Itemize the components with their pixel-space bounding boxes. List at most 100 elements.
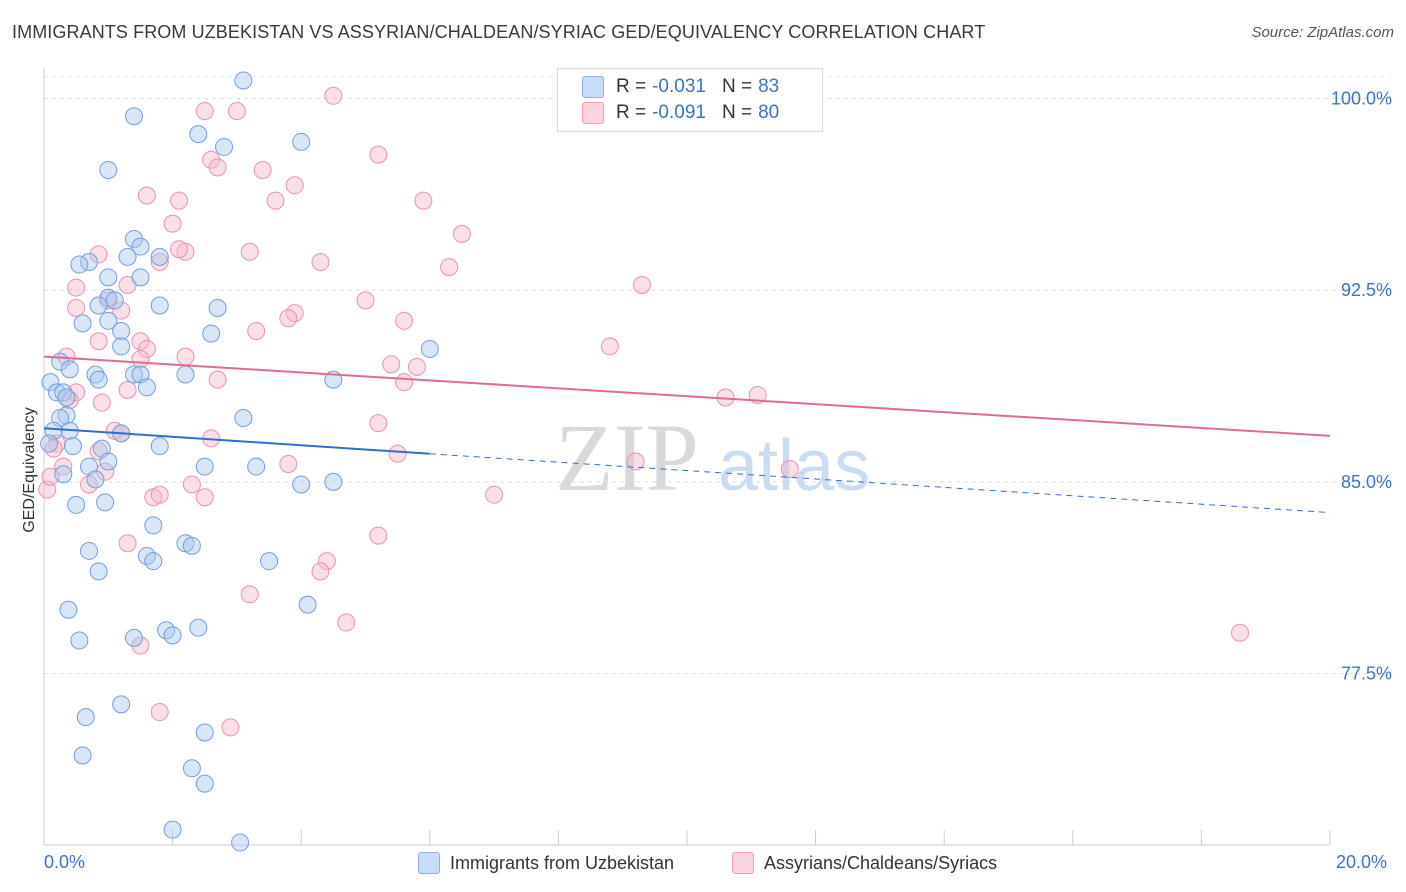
uzbekistan-point xyxy=(112,337,131,356)
legend-item-uzbekistan[interactable]: Immigrants from Uzbekistan xyxy=(418,852,674,874)
uzbekistan-point xyxy=(57,388,76,407)
series-legend: Immigrants from Uzbekistan Assyrians/Cha… xyxy=(0,852,1406,876)
uzbekistan-point xyxy=(189,125,208,144)
uzbekistan-point xyxy=(80,541,99,560)
uzbekistan-point xyxy=(292,475,311,494)
assyrian-point xyxy=(1230,623,1249,642)
uzbekistan-point xyxy=(118,247,137,266)
uzbekistan-point xyxy=(182,759,201,778)
assyrian-point xyxy=(131,636,150,655)
uzbekistan-point xyxy=(41,373,60,392)
legend-item-label: Assyrians/Chaldeans/Syriacs xyxy=(764,852,998,873)
assyrian-point xyxy=(356,291,375,310)
watermark-zip: ZIP xyxy=(555,404,699,511)
uzbekistan-point xyxy=(89,296,108,315)
legend-row-uzbekistan: R = -0.031 N = 83 xyxy=(582,74,779,100)
assyrian-point xyxy=(485,485,504,504)
assyrian-point xyxy=(131,350,150,369)
grid-lines xyxy=(44,76,1390,675)
uzbekistan-point xyxy=(60,360,79,379)
legend-r-value: -0.091 xyxy=(652,102,706,123)
assyrian-trend-line xyxy=(43,355,1331,437)
assyrian-point xyxy=(317,552,336,571)
legend-r-value: -0.031 xyxy=(652,76,706,97)
legend-n-value: 83 xyxy=(758,76,780,97)
assyrian-point xyxy=(208,158,227,177)
assyrian-point xyxy=(137,339,156,358)
uzbekistan-point xyxy=(89,370,108,389)
uzbekistan-point xyxy=(131,268,150,287)
assyrian-point xyxy=(202,150,221,169)
uzbekistan-point xyxy=(144,552,163,571)
assyrian-point xyxy=(407,357,426,376)
uzbekistan-point xyxy=(208,299,227,318)
uzbekistan-point xyxy=(125,365,144,384)
uzbekistan-point xyxy=(298,595,317,614)
trend-lines xyxy=(43,355,1331,514)
uzbekistan-point xyxy=(99,311,118,330)
uzbekistan-point xyxy=(202,324,221,343)
assyrian-point xyxy=(626,452,645,471)
assyrian-point xyxy=(452,224,471,243)
y-tick-label: 77.5% xyxy=(1341,664,1392,684)
uzbekistan-point xyxy=(86,470,105,489)
y-tick-label: 85.0% xyxy=(1341,472,1392,492)
uzbekistan-point xyxy=(86,365,105,384)
assyrian-point xyxy=(163,214,182,233)
uzbekistan-point xyxy=(137,378,156,397)
uzbekistan-point xyxy=(144,516,163,535)
assyrian-point xyxy=(137,186,156,205)
correlation-legend: R = -0.031 N = 83 R = -0.091 N = 80 xyxy=(557,68,823,132)
uzbekistan-point xyxy=(150,296,169,315)
uzbekistan-point xyxy=(40,434,59,453)
uzbekistan-point xyxy=(234,71,253,90)
assyrian-point xyxy=(96,462,115,481)
assyrian-point xyxy=(92,393,111,412)
assyrian-point xyxy=(382,355,401,374)
legend-n-label: N = xyxy=(721,76,753,97)
assyrian-point xyxy=(266,191,285,210)
uzbekistan-point xyxy=(324,472,343,491)
uzbekistan-point xyxy=(112,322,131,341)
uzbekistan-point xyxy=(420,339,439,358)
uzbekistan-trend-extension xyxy=(429,453,1331,514)
uzbekistan-point xyxy=(73,314,92,333)
assyrian-point xyxy=(170,240,189,259)
series-uzbekistan xyxy=(40,71,439,852)
assyrian-point xyxy=(240,585,259,604)
uzbekistan-point xyxy=(47,383,66,402)
uzbekistan-point xyxy=(70,255,89,274)
uzbekistan-point xyxy=(292,132,311,151)
assyrian-point xyxy=(324,86,343,105)
assyrian-point xyxy=(67,383,86,402)
uzbekistan-point xyxy=(131,237,150,256)
assyrian-point xyxy=(150,485,169,504)
uzbekistan-point xyxy=(176,365,195,384)
assyrian-point xyxy=(285,176,304,195)
assyrian-point xyxy=(279,455,298,474)
uzbekistan-point xyxy=(215,137,234,156)
assyrian-point xyxy=(395,373,414,392)
assyrian-point xyxy=(89,332,108,351)
uzbekistan-point xyxy=(195,457,214,476)
uzbekistan-point xyxy=(195,723,214,742)
uzbekistan-point xyxy=(54,383,73,402)
uzbekistan-point xyxy=(125,107,144,126)
watermark-atlas: atlas xyxy=(718,426,870,506)
assyrian-point xyxy=(170,191,189,210)
uzbekistan-point xyxy=(59,600,78,619)
legend-n-label: N = xyxy=(721,102,753,123)
watermark: ZIP atlas xyxy=(555,404,870,511)
legend-item-label: Immigrants from Uzbekistan xyxy=(450,852,675,873)
assyrian-point xyxy=(67,299,86,318)
legend-swatch-blue xyxy=(582,76,604,98)
legend-item-assyrians[interactable]: Assyrians/Chaldeans/Syriacs xyxy=(732,852,997,874)
legend-swatch-pink xyxy=(732,852,754,874)
assyrian-point xyxy=(279,309,298,328)
uzbekistan-point xyxy=(163,820,182,839)
uzbekistan-point xyxy=(234,408,253,427)
assyrian-point xyxy=(112,301,131,320)
assyrian-point xyxy=(780,460,799,479)
uzbekistan-point xyxy=(54,465,73,484)
legend-r-label: R = xyxy=(616,102,647,123)
